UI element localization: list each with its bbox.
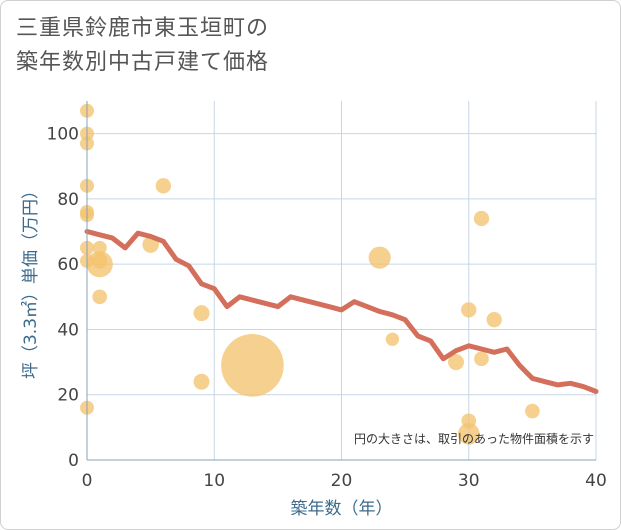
bubble-point [461,302,477,318]
size-legend-note: 円の大きさは、取引のあった物件面積を示す [354,431,594,446]
x-tick-label: 20 [331,471,353,491]
bubble-point [221,334,284,397]
trend-line-layer [84,229,599,394]
bubble-point [448,354,465,371]
y-tick-label: 60 [57,255,79,275]
bubble-point [474,351,489,367]
x-tick-label: 40 [585,471,607,491]
y-tick-label: 80 [57,190,79,210]
bubble-point [193,373,210,390]
y-tick-label: 20 [57,386,79,406]
bubble-point [92,240,107,255]
y-tick-label: 0 [68,451,79,471]
x-axis-label: 築年数（年） [291,499,393,519]
chart-title: 三重県鈴鹿市東玉垣町の 築年数別中古戸建て価格 [16,12,269,80]
y-tick-label: 100 [47,125,79,145]
y-tick-label: 40 [57,320,79,340]
y-axis-label: 坪（3.3㎡）単価（万円） [21,182,41,379]
bubble-point [368,246,391,269]
axes [86,101,596,461]
x-tick-label: 0 [82,471,93,491]
bubble-point [155,178,172,194]
x-tick-label: 30 [458,471,480,491]
tick-labels: 0 10 20 30 40 0 20 40 60 80 100 [47,125,607,491]
bubble-point [193,305,210,322]
bubble-point [486,311,502,328]
bubble-point [86,251,113,278]
x-tick-label: 10 [203,471,225,491]
bubble-point [92,289,108,305]
bubble-point [457,423,480,445]
bubble-point [473,210,490,227]
average-price-line [84,229,599,394]
title-line-1: 三重県鈴鹿市東玉垣町の [16,16,270,41]
bubble-point [525,403,540,419]
bubble-point [385,332,400,346]
title-line-2: 築年数別中古戸建て価格 [16,50,270,75]
